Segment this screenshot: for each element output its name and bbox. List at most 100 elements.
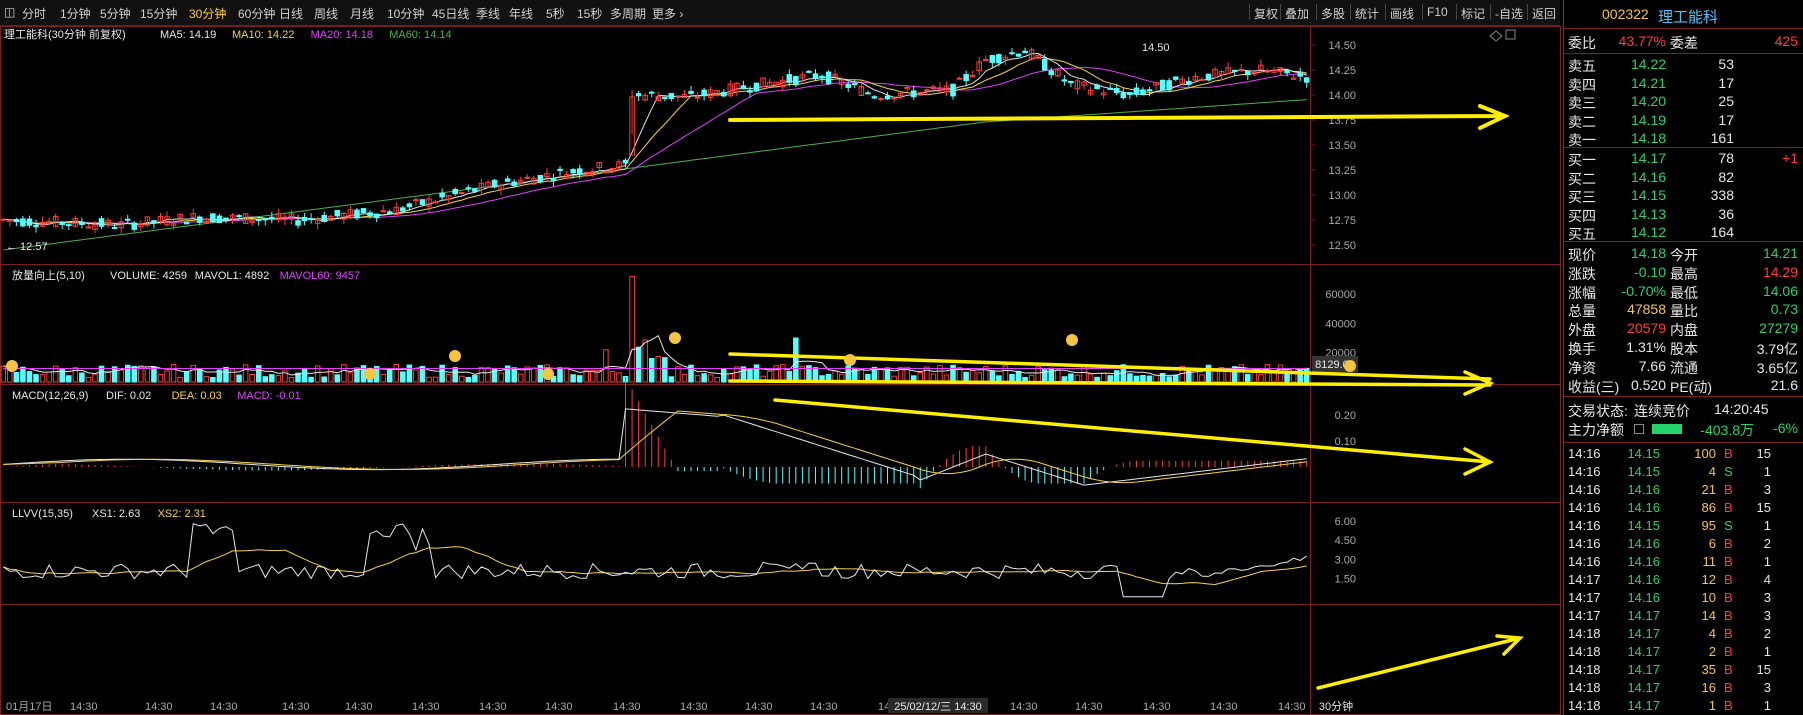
- candle: [1015, 53, 1022, 57]
- low-marker: ← 12.57: [6, 241, 48, 253]
- stat-row[interactable]: 涨跌 -0.10 最高 14.29: [1568, 263, 1798, 282]
- volume-bar: [707, 374, 714, 383]
- volume-bar: [1107, 375, 1113, 383]
- volume-bar: [1303, 367, 1310, 383]
- toolbar-button[interactable]: 统计: [1355, 7, 1380, 21]
- ask-row[interactable]: 卖一 14.18 161: [1568, 130, 1734, 148]
- period-tab[interactable]: 月线: [350, 7, 375, 21]
- period-tab[interactable]: 15秒: [577, 7, 603, 21]
- volume-bar: [642, 339, 648, 383]
- stat-row[interactable]: 现价 14.18 今开 14.21: [1568, 245, 1798, 263]
- volume-bar: [111, 366, 118, 383]
- volume-bar: [347, 372, 354, 383]
- volume-bar: [989, 370, 996, 383]
- stat-row[interactable]: 涨幅 -0.70% 最低 14.06: [1568, 282, 1798, 301]
- stat-row[interactable]: 换手 1.31% 股本 3.79亿: [1568, 339, 1798, 357]
- candle: [1022, 50, 1028, 54]
- volume-bar: [118, 369, 124, 383]
- chart-icon[interactable]: [1634, 424, 1644, 434]
- candle: [871, 96, 878, 99]
- y-tick-label: 4.50: [1335, 535, 1356, 547]
- volume-bar: [98, 365, 105, 383]
- toolbar-button[interactable]: 叠加: [1285, 7, 1310, 21]
- candle: [439, 192, 445, 198]
- volume-bar: [1133, 375, 1140, 383]
- candle: [478, 182, 485, 191]
- period-tab[interactable]: 30分钟: [189, 7, 227, 21]
- period-tab[interactable]: 多周期: [610, 7, 647, 21]
- bid-row[interactable]: 买五 14.12 164: [1568, 224, 1734, 242]
- stat-row[interactable]: 收益(三) 0.520 PE(动) 21.6: [1568, 376, 1798, 395]
- y-tick-label: 3.00: [1335, 554, 1356, 566]
- candle: [26, 218, 33, 226]
- candle: [976, 61, 983, 72]
- candle: [413, 199, 419, 202]
- volume-bar: [1068, 373, 1074, 383]
- llvv-trend-arrow: [1316, 634, 1524, 690]
- period-tab[interactable]: 60分钟: [238, 7, 276, 21]
- volume-label: MAVOL60: 9457: [280, 270, 361, 282]
- toolbar-button[interactable]: -自选: [1495, 7, 1523, 21]
- candle: [596, 162, 603, 169]
- candle: [629, 96, 635, 156]
- candle: [419, 199, 426, 205]
- toolbar-button[interactable]: F10: [1427, 5, 1448, 19]
- y-tick-label: 14.00: [1328, 90, 1356, 102]
- candle: [157, 216, 164, 223]
- candle: [347, 209, 354, 218]
- y-tick-label: 60000: [1325, 289, 1356, 301]
- period-tab[interactable]: 5秒: [546, 7, 565, 21]
- ask-row[interactable]: 卖四 14.21 17: [1568, 74, 1734, 93]
- volume-bar: [1297, 369, 1303, 383]
- stat-row[interactable]: 净资 7.66 流通 3.65亿: [1568, 357, 1798, 376]
- volume-bar: [157, 374, 164, 383]
- y-tick-label: 14.50: [1328, 40, 1356, 52]
- period-tab[interactable]: 周线: [314, 7, 339, 21]
- bid-row[interactable]: 买二 14.16 82: [1568, 168, 1734, 187]
- volume-bar: [439, 364, 445, 383]
- bid-row[interactable]: 买三 14.15 338: [1568, 187, 1734, 205]
- period-tab[interactable]: 5分钟: [100, 7, 131, 21]
- period-tab[interactable]: 分时: [22, 7, 47, 21]
- candle: [550, 178, 557, 182]
- volume-label: MAVOL1: 4892: [195, 270, 269, 282]
- toolbar-button[interactable]: 画线: [1390, 7, 1415, 21]
- chart-area[interactable]: 14.5014.2514.0013.7513.5013.2513.0012.75…: [0, 26, 1562, 715]
- ask-row[interactable]: 卖三 14.20 25: [1568, 93, 1734, 111]
- toolbar-button[interactable]: 多股: [1321, 7, 1346, 21]
- layout-icon[interactable]: ◫: [4, 5, 16, 19]
- smiley-icon: [364, 368, 376, 380]
- period-tab[interactable]: 更多 ›: [652, 7, 684, 21]
- tick-row: 14:16 14.15 4 S 1: [1568, 464, 1771, 479]
- volume-bar: [66, 375, 72, 383]
- llvv-title: LLVV(15,35): [12, 508, 73, 520]
- volume-bar: [517, 373, 524, 383]
- period-tab[interactable]: 1分钟: [60, 7, 91, 21]
- tick-row: 14:18 14.17 2 B 1: [1568, 644, 1771, 659]
- period-tab[interactable]: 10分钟: [387, 7, 425, 21]
- smiley-icon: [1066, 334, 1078, 346]
- volume-bar: [170, 364, 177, 383]
- period-tab[interactable]: 15分钟: [140, 7, 178, 21]
- stat-row[interactable]: 外盘 20579 内盘 27279: [1568, 320, 1798, 339]
- stat-row[interactable]: 总量 47858 量比 0.73: [1568, 301, 1798, 320]
- candle: [943, 85, 950, 93]
- candle: [1114, 87, 1120, 94]
- period-tab[interactable]: 季线: [476, 7, 501, 21]
- ask-row[interactable]: 卖五 14.22 53: [1568, 56, 1734, 74]
- volume-bar: [616, 372, 622, 383]
- bid-row[interactable]: 买四 14.13 36: [1568, 205, 1734, 224]
- volume-bar: [1245, 373, 1251, 383]
- period-tab[interactable]: 45日线: [432, 7, 470, 21]
- toolbar-button[interactable]: 标记: [1461, 7, 1486, 21]
- period-tab[interactable]: 日线: [279, 7, 304, 21]
- candle: [950, 83, 956, 97]
- toolbar-button[interactable]: 复权: [1254, 7, 1279, 21]
- high-marker: 14.50: [1142, 42, 1170, 54]
- bid-row[interactable]: 买一 14.17 78 +1: [1568, 150, 1798, 168]
- ask-row[interactable]: 卖二 14.19 17: [1568, 111, 1734, 130]
- period-tab[interactable]: 年线: [509, 7, 534, 21]
- toolbar-button[interactable]: 返回: [1532, 7, 1557, 21]
- tick-row: 14:18 14.17 35 B 15: [1568, 662, 1771, 677]
- candle: [616, 161, 622, 169]
